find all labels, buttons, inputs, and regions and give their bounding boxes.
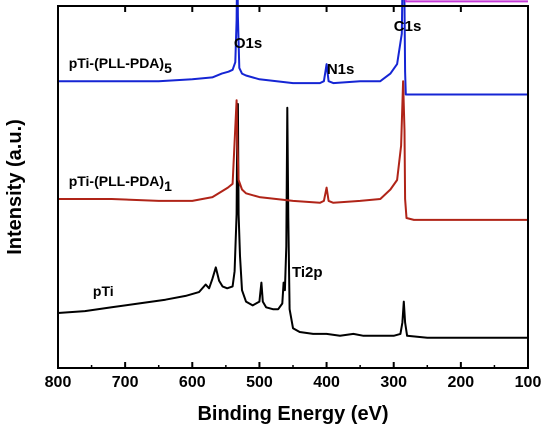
x-tick-label-100: 100 [515, 374, 542, 391]
label-layer: pTipTi-(PLL-PDA)1pTi-(PLL-PDA)5pTi-(PLL-… [69, 18, 422, 299]
peak-label-o1s: O1s [234, 35, 262, 52]
series-layer [57, 0, 528, 339]
series-label-1: pTi-(PLL-PDA)1 [69, 173, 172, 194]
tick-layer: 800 700 600 500 400 300 200 100 [45, 6, 542, 391]
series-line-0 [57, 103, 528, 339]
x-tick-label-800: 800 [45, 374, 72, 391]
peak-label-n1s: N1s [327, 61, 355, 78]
peak-label-ti2p: Ti2p [292, 264, 323, 281]
x-tick-label-400: 400 [313, 374, 340, 391]
series-line-1 [58, 80, 528, 221]
x-tick-label-300: 300 [380, 374, 407, 391]
peak-label-c1s: C1s [394, 18, 422, 35]
series-label-2: pTi-(PLL-PDA)5 [69, 55, 172, 76]
x-tick-label-700: 700 [112, 374, 139, 391]
x-tick-label-600: 600 [179, 374, 206, 391]
series-line-2 [58, 0, 528, 96]
series-label-0: pTi [93, 283, 114, 299]
x-axis-title: Binding Energy (eV) [197, 403, 388, 425]
series-line-3 [404, 0, 528, 3]
x-tick-label-500: 500 [246, 374, 273, 391]
x-tick-label-200: 200 [448, 374, 475, 391]
y-axis-title: Intensity (a.u.) [4, 119, 26, 255]
